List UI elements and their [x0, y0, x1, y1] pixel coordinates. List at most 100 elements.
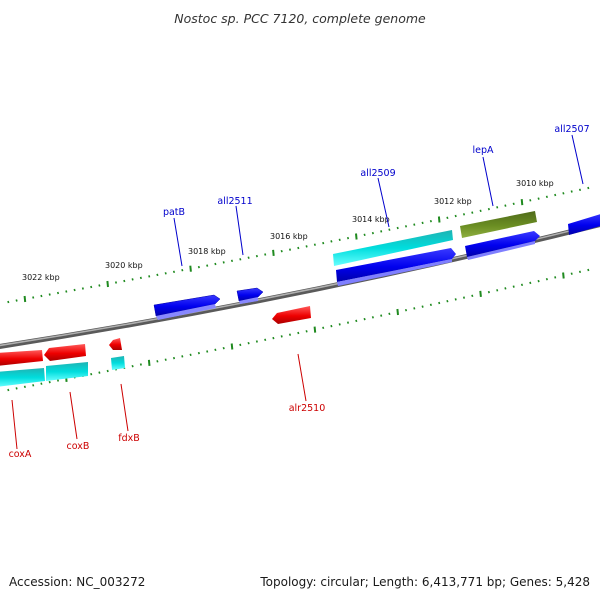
lower-scale-minor-tick [346, 321, 350, 324]
gene-all2511[interactable] [236, 287, 264, 304]
lower-scale-minor-tick [106, 369, 109, 373]
gene-coxB-rna[interactable] [46, 362, 88, 381]
gene-label-coxB[interactable]: coxB [67, 441, 90, 452]
gene-fdxB-rna[interactable] [111, 356, 125, 370]
lower-scale-minor-tick [131, 364, 134, 368]
upper-scale-minor-tick [413, 223, 416, 226]
upper-scale-minor-tick [537, 197, 540, 200]
upper-scale-major-tick [272, 249, 275, 256]
gene-label-alr2510[interactable]: alr2510 [289, 403, 326, 414]
upper-scale-minor-tick [32, 296, 35, 299]
upper-scale-minor-tick [90, 285, 93, 289]
lower-scale-minor-tick [404, 308, 408, 312]
lower-scale-minor-tick [363, 317, 366, 321]
lower-scale-minor-tick [164, 358, 167, 361]
upper-scale-minor-tick [322, 241, 325, 245]
lower-scale-minor-tick [181, 355, 184, 358]
lower-scale-major-tick [313, 326, 317, 333]
gene-label-coxA[interactable]: coxA [9, 449, 32, 460]
lower-scale-minor-tick [545, 277, 548, 281]
lower-scale-minor-tick [7, 388, 10, 392]
upper-scale-minor-tick [123, 279, 126, 283]
upper-scale-minor-tick [148, 275, 151, 278]
upper-scale-minor-tick [363, 233, 366, 237]
scale-label-3010: 3010 kbp [516, 179, 554, 188]
lower-scale-minor-tick [280, 335, 283, 338]
lower-scale-minor-tick [496, 289, 499, 292]
lower-scale-minor-tick [462, 296, 466, 299]
lower-scale-minor-tick [512, 285, 515, 288]
genome-summary-text: Topology: circular; Length: 6,413,771 bp… [259, 575, 590, 589]
gene-label-all2507[interactable]: all2507 [554, 124, 589, 135]
gene-label-lepA[interactable]: lepA [472, 145, 494, 156]
lower-scale-minor-tick [288, 333, 292, 336]
map-title: Nostoc sp. PCC 7120, complete genome [174, 11, 426, 26]
upper-scale-minor-tick [156, 273, 159, 277]
leader-patB [173, 217, 183, 267]
gene-label-all2511[interactable]: all2511 [217, 196, 252, 207]
lower-scale-minor-tick [537, 279, 540, 283]
lower-scale-minor-tick [247, 341, 250, 345]
gene-all2509b[interactable] [336, 248, 456, 286]
lower-scale-minor-tick [239, 343, 242, 347]
upper-scale-minor-tick [578, 188, 582, 192]
lower-scale-major-tick [230, 343, 234, 350]
upper-scale-minor-tick [172, 270, 176, 274]
lower-scale-minor-tick [421, 305, 424, 308]
lower-scale-minor-tick [23, 385, 26, 389]
lower-scale-minor-tick [305, 330, 308, 333]
gene-all2507[interactable] [568, 213, 600, 235]
scale-label-3018: 3018 kbp [188, 247, 226, 256]
lower-scale-minor-tick [264, 338, 267, 342]
lower-scale-minor-tick [520, 283, 524, 287]
gene-label-patB[interactable]: patB [163, 207, 185, 218]
upper-scale-minor-tick [164, 272, 167, 275]
upper-scale-minor-tick [570, 190, 573, 193]
lower-scale-minor-tick [297, 331, 300, 335]
lower-scale-minor-tick [554, 276, 557, 279]
gene-lepA-cds[interactable] [465, 231, 540, 260]
leader-alr2510 [297, 353, 307, 402]
lower-scale-major-tick [147, 359, 151, 366]
upper-scale-minor-tick [504, 204, 507, 207]
upper-scale-minor-tick [454, 214, 457, 218]
upper-scale-minor-tick [421, 221, 424, 225]
upper-scale-minor-tick [380, 230, 383, 233]
gene-coxA[interactable] [0, 350, 43, 366]
upper-scale-major-tick [437, 216, 441, 223]
lower-scale-minor-tick [32, 384, 35, 387]
upper-scale-minor-tick [305, 245, 308, 248]
lower-scale-minor-tick [388, 312, 391, 316]
upper-scale-minor-tick [114, 281, 118, 284]
lower-scale-minor-tick [355, 319, 358, 323]
leader-coxA [11, 399, 18, 450]
upper-scale-minor-tick [338, 238, 341, 242]
upper-scale-minor-tick [396, 226, 399, 230]
upper-scale-minor-tick [181, 268, 184, 272]
lower-scale-minor-tick [189, 353, 192, 357]
upper-scale-minor-tick [346, 236, 350, 240]
gene-fdxB[interactable] [109, 338, 122, 350]
leader-all2509 [377, 177, 390, 228]
upper-scale-minor-tick [48, 293, 51, 296]
gene-label-all2509[interactable]: all2509 [360, 168, 395, 179]
gene-patB[interactable] [153, 294, 221, 320]
gene-label-fdxB[interactable]: fdxB [118, 433, 140, 444]
lower-scale-minor-tick [40, 382, 43, 385]
upper-scale-minor-tick [139, 276, 142, 280]
gene-all2509[interactable] [333, 230, 453, 266]
gene-coxA-rna[interactable] [0, 368, 45, 387]
upper-scale-minor-tick [73, 288, 76, 292]
lower-scale-minor-tick [206, 350, 209, 353]
upper-scale-minor-tick [98, 284, 101, 287]
label-leaders [11, 134, 584, 450]
leader-all2511 [235, 205, 244, 256]
scale-label-3014: 3014 kbp [352, 215, 390, 224]
lower-scale-minor-tick [438, 301, 441, 305]
lower-scale-minor-tick [322, 326, 325, 330]
gene-coxB[interactable] [44, 344, 86, 361]
gene-lepA[interactable] [460, 211, 537, 238]
scale-label-3012: 3012 kbp [434, 197, 472, 206]
gene-alr2510[interactable] [272, 306, 311, 324]
upper-scale-minor-tick [545, 195, 548, 199]
